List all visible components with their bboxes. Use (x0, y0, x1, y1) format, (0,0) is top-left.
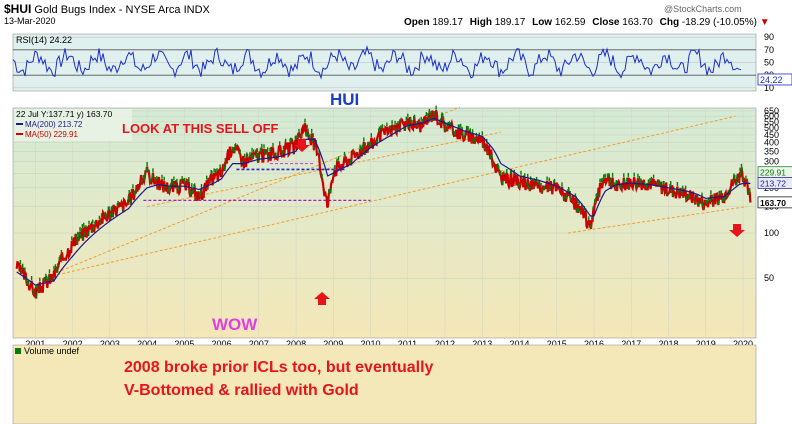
down-arrow-icon: ▼ (759, 17, 770, 28)
price-tick-label: 100 (764, 228, 779, 238)
legend-swatch-ma200 (16, 123, 23, 125)
high-label: High (469, 17, 492, 28)
rsi-tick-label: 10 (764, 83, 774, 93)
year-tick-label: 2007 (249, 339, 269, 349)
red-arrow-up-icon (314, 292, 330, 305)
price-badge (757, 196, 792, 209)
high-value: 189.17 (494, 17, 526, 28)
symbol-title: $HUI Gold Bugs Index - NYSE Arca INDX (4, 2, 210, 16)
year-tick-label: 2008 (286, 339, 306, 349)
rsi-line (12, 45, 742, 80)
year-tick-label: 2015 (547, 339, 567, 349)
close-value: 163.70 (622, 17, 653, 28)
close-label: Close (592, 17, 620, 28)
open-value: 189.17 (432, 17, 463, 28)
volume-label: Volume undef (24, 346, 80, 356)
note-line-1: 2008 broke prior ICLs too, but eventuall… (124, 359, 434, 376)
year-tick-label: 2006 (212, 339, 232, 349)
wow-annotation: WOW (212, 315, 258, 334)
price-tick-label: 650 (764, 106, 779, 116)
year-tick-label: 2005 (174, 339, 194, 349)
year-tick-label: 2001 (25, 339, 45, 349)
legend-ma200: MA(200) 213.72 (25, 120, 83, 129)
exchange: INDX (183, 4, 210, 16)
volume-panel-bg (12, 344, 757, 424)
rsi-tick-label: 90 (764, 32, 774, 42)
price-tick-label: 50 (764, 273, 774, 283)
price-badge-value: 229.91 (760, 168, 786, 178)
price-badge (757, 177, 792, 189)
price-badge-value: 163.70 (760, 198, 786, 208)
legend-date: 22 Jul Y:137.71 y) 163.70 (16, 109, 113, 119)
ma200-line (16, 117, 751, 286)
note-line-2: V-Bottomed & rallied with Gold (124, 382, 359, 399)
symbol: $HUI (4, 2, 32, 16)
year-tick-label: 2017 (621, 339, 641, 349)
low-label: Low (532, 17, 553, 28)
rsi-label: RSI(14) 24.22 (16, 35, 72, 45)
legend-ma50: MA(50) 229.91 (25, 130, 78, 139)
price-series (15, 109, 752, 299)
rsi-current-badge (757, 73, 792, 86)
year-tick-label: 2013 (472, 339, 492, 349)
volume-icon (15, 348, 21, 354)
year-tick-label: 2002 (63, 339, 83, 349)
price-panel-bg (12, 107, 757, 339)
year-tick-label: 2019 (696, 339, 716, 349)
red-arrow-down-icon (294, 139, 310, 152)
rsi-tick-label: 50 (764, 58, 774, 68)
ohlc-readout: Open 189.17 High 189.17 Low 162.59 Close… (400, 17, 770, 28)
year-tick-label: 2010 (361, 339, 381, 349)
legend-swatch-ma50 (16, 133, 23, 135)
low-value: 162.59 (554, 17, 586, 28)
chg-value: -18.29 (-10.05%) (681, 17, 757, 28)
open-label: Open (404, 17, 430, 28)
rsi-current-value: 24.22 (760, 75, 783, 85)
price-tick-label: 500 (764, 123, 779, 133)
rsi-tick-label: 70 (764, 45, 774, 55)
trend-line (42, 115, 736, 279)
price-tick-label: 600 (764, 111, 779, 121)
trend-line (567, 206, 747, 234)
price-badge-value: 213.72 (760, 178, 786, 188)
legend-box (14, 109, 132, 141)
year-tick-label: 2012 (435, 339, 455, 349)
year-tick-label: 2018 (658, 339, 678, 349)
chg-label: Chg (659, 17, 680, 28)
price-tick-label: 450 (764, 130, 779, 140)
index-name: Gold Bugs Index - NYSE Arca (34, 4, 181, 16)
year-tick-label: 2009 (323, 339, 343, 349)
year-tick-label: 2014 (510, 339, 530, 349)
year-tick-label: 2004 (137, 339, 157, 349)
year-tick-label: 2020 (733, 339, 753, 349)
year-tick-label: 2003 (100, 339, 120, 349)
hui-annotation: HUI (330, 90, 359, 109)
price-tick-label: 300 (764, 156, 779, 166)
watermark: @StockCharts.com (664, 4, 742, 14)
year-tick-label: 2011 (398, 339, 417, 349)
chart-header: $HUI Gold Bugs Index - NYSE Arca INDX 13… (0, 0, 792, 28)
price-tick-label: 350 (764, 146, 779, 156)
sell-off-annotation: LOOK AT THIS SELL OFF (122, 121, 279, 136)
chart-date: 13-Mar-2020 (4, 16, 56, 26)
price-tick-label: 550 (764, 117, 779, 127)
price-tick-label: 400 (764, 138, 779, 148)
red-arrow-down-icon (729, 224, 745, 237)
year-tick-label: 2016 (584, 339, 604, 349)
